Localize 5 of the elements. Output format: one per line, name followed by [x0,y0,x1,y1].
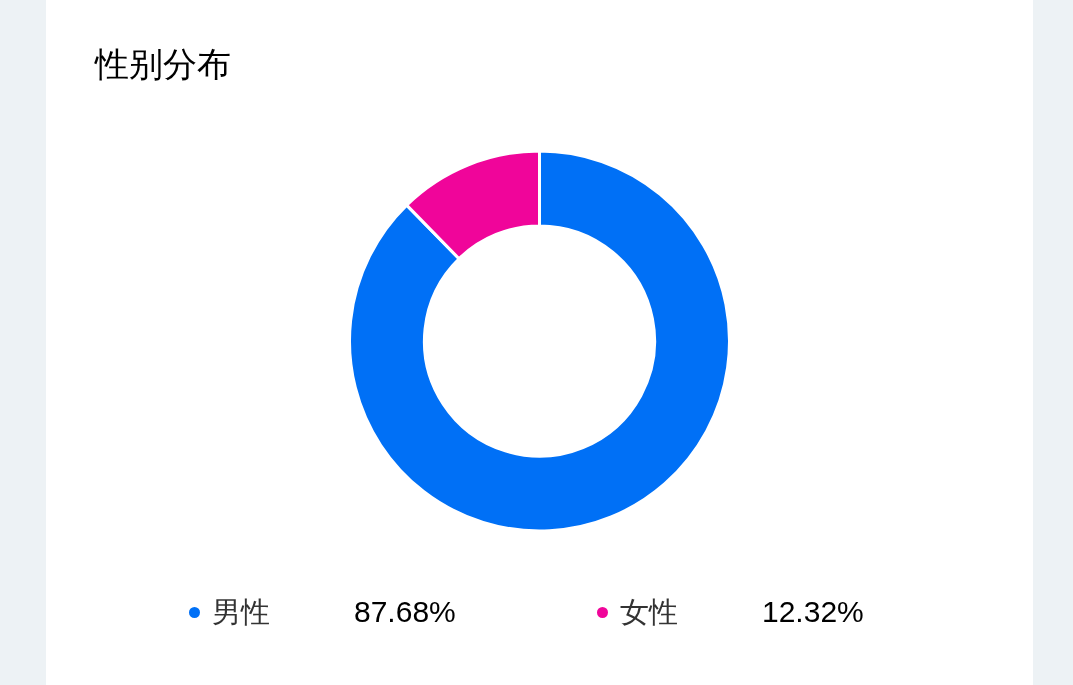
legend-label: 女性 [620,595,678,630]
data-label: 87.68% [354,594,456,630]
chart-title: 性别分布 [95,44,231,84]
legend-label: 男性 [212,595,270,630]
data-label: 12.32% [762,594,864,630]
